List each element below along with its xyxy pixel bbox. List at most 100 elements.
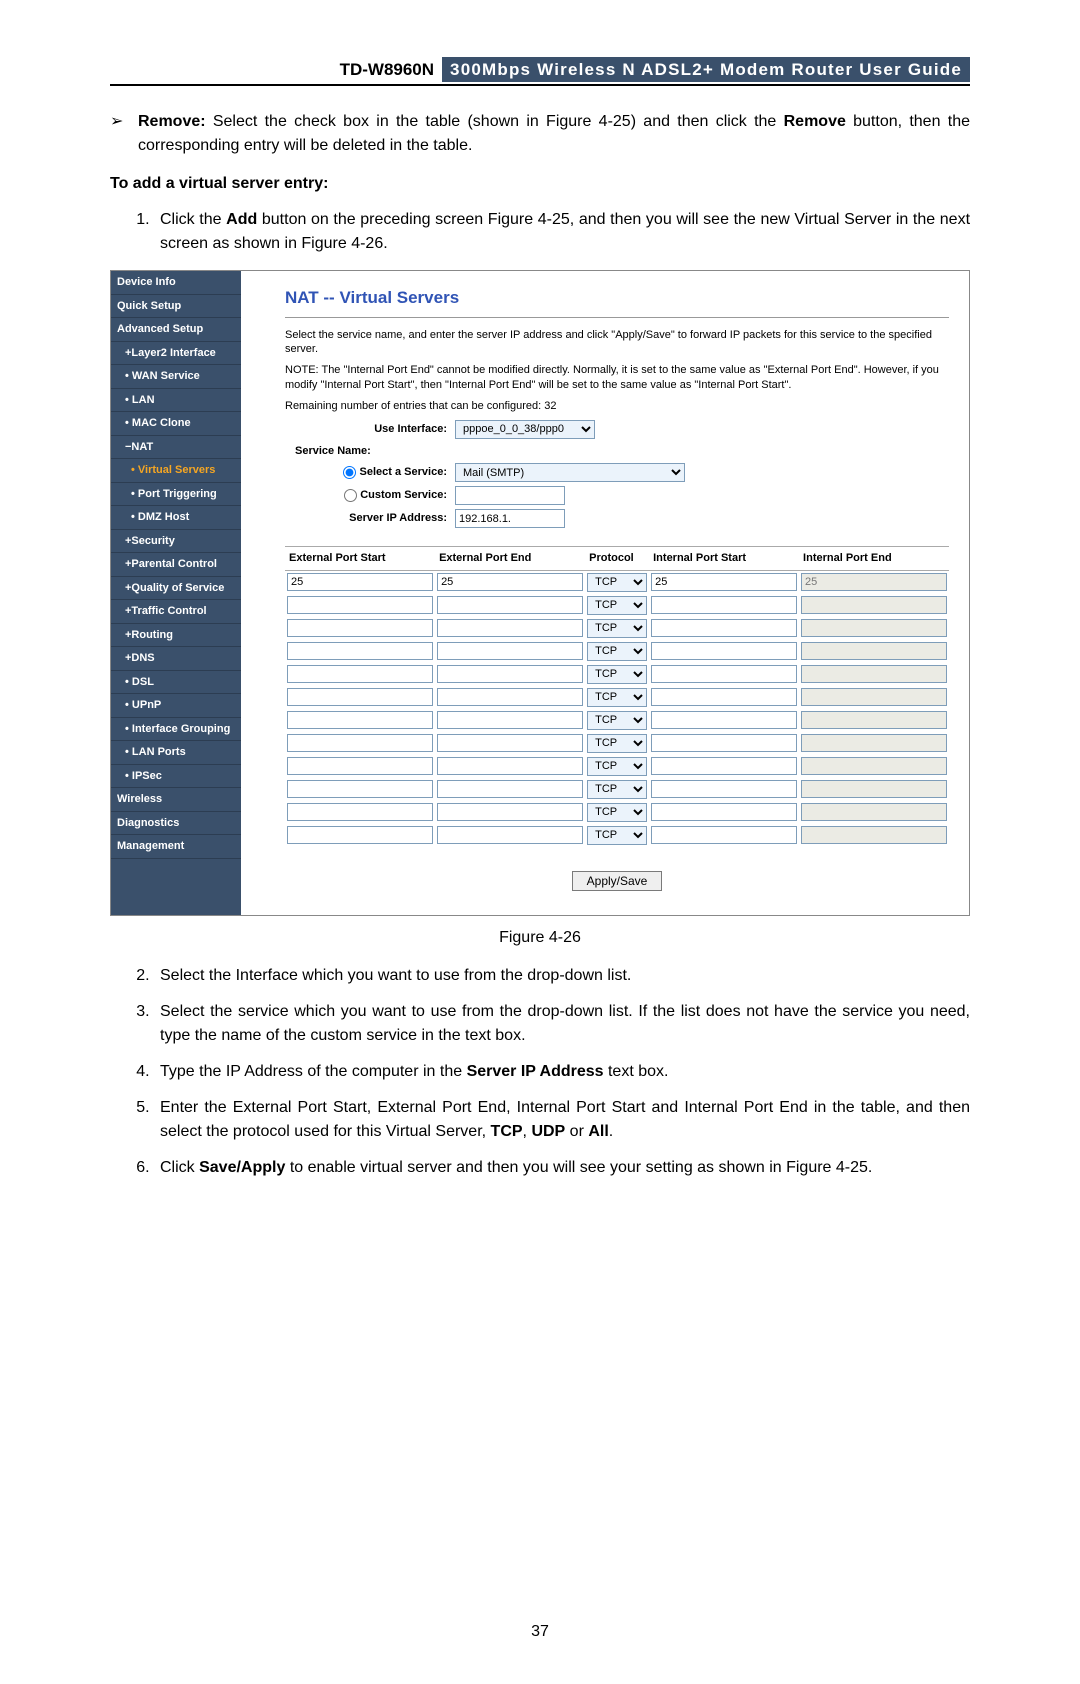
step-1: Click the Add button on the preceding sc…	[154, 208, 970, 256]
sidebar-item-routing[interactable]: +Routing	[111, 624, 241, 648]
sidebar-item-nat[interactable]: −NAT	[111, 436, 241, 460]
sidebar-item-parental[interactable]: +Parental Control	[111, 553, 241, 577]
sidebar-item-layer2[interactable]: +Layer2 Interface	[111, 342, 241, 366]
protocol-select[interactable]: TCP	[587, 665, 647, 684]
sidebar-item-mac[interactable]: • MAC Clone	[111, 412, 241, 436]
table-row: TCP	[285, 778, 949, 801]
port-input[interactable]	[437, 619, 583, 637]
protocol-select[interactable]: TCP	[587, 757, 647, 776]
protocol-select[interactable]: TCP	[587, 734, 647, 753]
port-input[interactable]	[287, 619, 433, 637]
port-input[interactable]	[651, 596, 797, 614]
port-input[interactable]	[287, 573, 433, 591]
port-input[interactable]	[287, 596, 433, 614]
select-service-dropdown[interactable]: Mail (SMTP)	[455, 463, 685, 482]
sidebar-item-dns[interactable]: +DNS	[111, 647, 241, 671]
port-input	[801, 734, 947, 752]
port-input[interactable]	[437, 665, 583, 683]
port-input[interactable]	[437, 757, 583, 775]
col-protocol: Protocol	[585, 547, 649, 571]
subheading: To add a virtual server entry:	[110, 172, 970, 196]
step-5: Enter the External Port Start, External …	[154, 1096, 970, 1144]
port-input[interactable]	[651, 665, 797, 683]
sidebar-item-advanced-setup[interactable]: Advanced Setup	[111, 318, 241, 342]
port-input[interactable]	[287, 642, 433, 660]
remove-label: Remove:	[138, 113, 206, 130]
sidebar-item-device-info[interactable]: Device Info	[111, 271, 241, 295]
port-input[interactable]	[437, 573, 583, 591]
port-input[interactable]	[437, 803, 583, 821]
port-input[interactable]	[287, 665, 433, 683]
sidebar-item-ipsec[interactable]: • IPSec	[111, 765, 241, 789]
use-interface-label: Use Interface:	[285, 421, 455, 438]
protocol-select[interactable]: TCP	[587, 688, 647, 707]
sidebar-item-dsl[interactable]: • DSL	[111, 671, 241, 695]
port-input[interactable]	[651, 826, 797, 844]
sidebar-item-ifgroup[interactable]: • Interface Grouping	[111, 718, 241, 742]
port-input[interactable]	[651, 573, 797, 591]
port-input[interactable]	[287, 803, 433, 821]
sidebar-item-security[interactable]: +Security	[111, 530, 241, 554]
sidebar-item-lanports[interactable]: • LAN Ports	[111, 741, 241, 765]
port-input[interactable]	[287, 711, 433, 729]
router-content: NAT -- Virtual Servers Select the servic…	[241, 271, 969, 915]
protocol-select[interactable]: TCP	[587, 803, 647, 822]
apply-save-button[interactable]: Apply/Save	[572, 871, 663, 891]
protocol-select[interactable]: TCP	[587, 711, 647, 730]
protocol-select[interactable]: TCP	[587, 596, 647, 615]
step-3: Select the service which you want to use…	[154, 1000, 970, 1048]
port-input[interactable]	[651, 688, 797, 706]
sidebar-item-traffic[interactable]: +Traffic Control	[111, 600, 241, 624]
port-input	[801, 665, 947, 683]
port-input[interactable]	[651, 757, 797, 775]
sidebar-item-wireless[interactable]: Wireless	[111, 788, 241, 812]
protocol-select[interactable]: TCP	[587, 780, 647, 799]
use-interface-select[interactable]: pppoe_0_0_38/ppp0	[455, 420, 595, 439]
ports-table: External Port Start External Port End Pr…	[285, 546, 949, 847]
protocol-select[interactable]: TCP	[587, 642, 647, 661]
sidebar-item-management[interactable]: Management	[111, 835, 241, 859]
port-input[interactable]	[651, 734, 797, 752]
sidebar-item-wan[interactable]: • WAN Service	[111, 365, 241, 389]
sidebar-item-virtual-servers[interactable]: • Virtual Servers	[111, 459, 241, 483]
port-input[interactable]	[437, 780, 583, 798]
port-input[interactable]	[437, 711, 583, 729]
content-note: NOTE: The "Internal Port End" cannot be …	[285, 363, 949, 393]
port-input[interactable]	[651, 803, 797, 821]
port-input[interactable]	[287, 780, 433, 798]
sidebar-item-diagnostics[interactable]: Diagnostics	[111, 812, 241, 836]
content-heading: NAT -- Virtual Servers	[285, 285, 949, 311]
sidebar-item-port-triggering[interactable]: • Port Triggering	[111, 483, 241, 507]
content-desc: Select the service name, and enter the s…	[285, 328, 949, 358]
port-input[interactable]	[437, 826, 583, 844]
port-input[interactable]	[437, 642, 583, 660]
port-input[interactable]	[287, 757, 433, 775]
port-input[interactable]	[287, 826, 433, 844]
protocol-select[interactable]: TCP	[587, 573, 647, 592]
protocol-select[interactable]: TCP	[587, 619, 647, 638]
port-input[interactable]	[651, 642, 797, 660]
protocol-select[interactable]: TCP	[587, 826, 647, 845]
port-input[interactable]	[437, 688, 583, 706]
custom-service-radio[interactable]	[344, 489, 357, 502]
custom-service-input[interactable]	[455, 486, 565, 505]
port-input[interactable]	[651, 780, 797, 798]
col-external-port-end: External Port End	[435, 547, 585, 571]
sidebar-item-lan[interactable]: • LAN	[111, 389, 241, 413]
port-input[interactable]	[287, 688, 433, 706]
server-ip-input[interactable]	[455, 509, 565, 528]
sidebar-item-qos[interactable]: +Quality of Service	[111, 577, 241, 601]
port-input[interactable]	[287, 734, 433, 752]
port-input	[801, 688, 947, 706]
select-service-radio[interactable]	[343, 466, 356, 479]
port-input[interactable]	[651, 619, 797, 637]
sidebar-item-quick-setup[interactable]: Quick Setup	[111, 295, 241, 319]
col-internal-port-start: Internal Port Start	[649, 547, 799, 571]
port-input[interactable]	[437, 596, 583, 614]
port-input[interactable]	[437, 734, 583, 752]
sidebar-item-dmz[interactable]: • DMZ Host	[111, 506, 241, 530]
sidebar-item-upnp[interactable]: • UPnP	[111, 694, 241, 718]
page-number: 37	[110, 1620, 970, 1644]
port-input[interactable]	[651, 711, 797, 729]
port-input	[801, 826, 947, 844]
